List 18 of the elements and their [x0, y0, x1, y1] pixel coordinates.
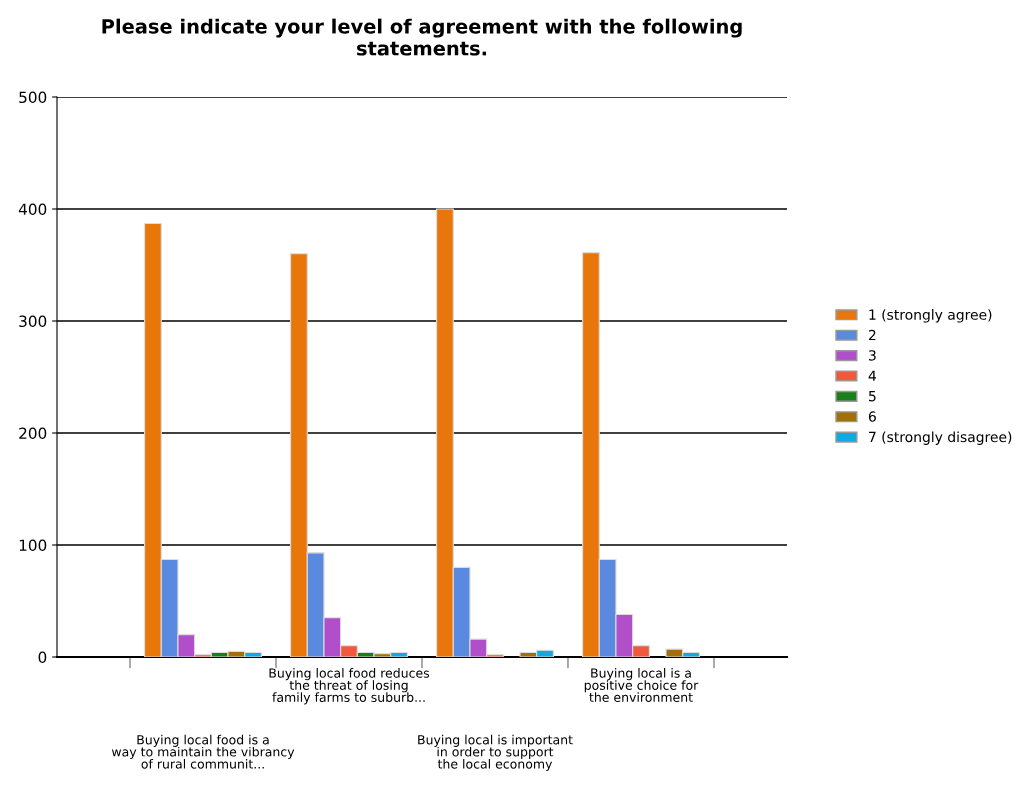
legend-label: 6	[868, 411, 876, 422]
x-tick-label: Buying local food reduces the threat of losing family farms to suburb...	[269, 668, 430, 705]
x-tick-label: Buying local is important in order to support the local economy	[418, 734, 573, 772]
legend-label: 3	[869, 350, 876, 361]
legend-label: 5	[869, 391, 876, 402]
y-tick-label: 200	[19, 427, 47, 440]
legend-label: 1 (strongly agree)	[869, 309, 992, 323]
legend-label: 7 (strongly disagree)	[869, 431, 1012, 445]
legend-label: 2	[868, 329, 876, 341]
y-tick-label: 100	[19, 539, 47, 552]
y-tick-label: 300	[19, 315, 47, 328]
y-tick-label: 0	[38, 651, 47, 664]
chart-title: Please indicate your level of agreement with the following statements.	[102, 18, 742, 56]
y-tick-label: 500	[19, 91, 47, 104]
legend-label: 4	[868, 370, 876, 381]
x-tick-label: Buying local food is a way to maintain the vibrancy of rural communit...	[111, 734, 295, 769]
x-tick-label: Buying local is a positive choice for the environment	[584, 668, 699, 702]
y-tick-label: 400	[18, 203, 47, 216]
